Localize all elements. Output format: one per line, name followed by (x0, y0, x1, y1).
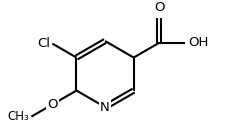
Text: N: N (100, 101, 109, 114)
Text: CH₃: CH₃ (8, 110, 30, 123)
Text: OH: OH (187, 36, 207, 49)
Text: O: O (153, 1, 164, 14)
Text: O: O (47, 98, 57, 111)
Text: Cl: Cl (37, 37, 50, 50)
